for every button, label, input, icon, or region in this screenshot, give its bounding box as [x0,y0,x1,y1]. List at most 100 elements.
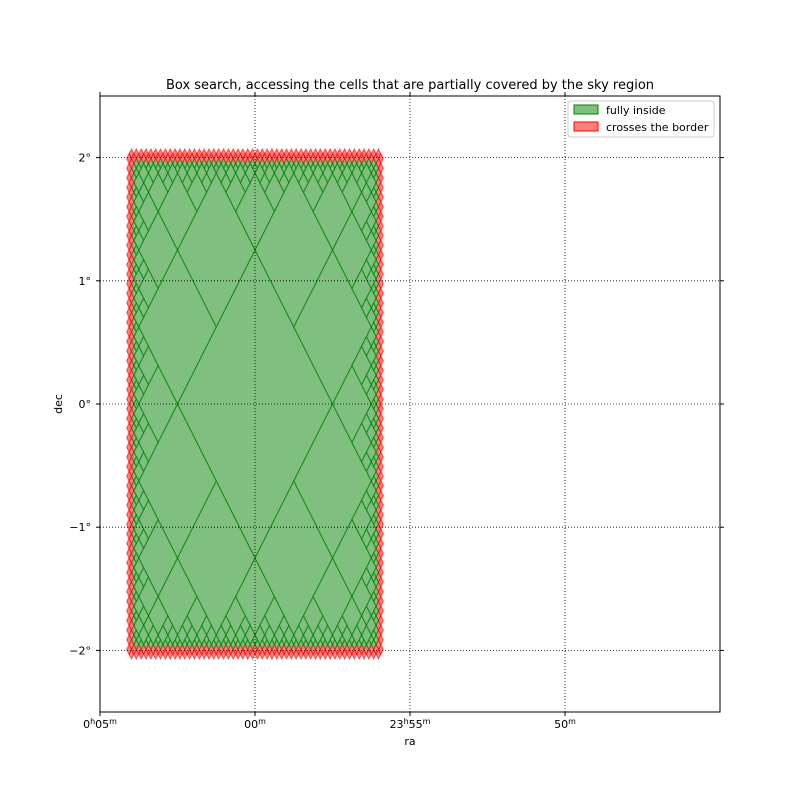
cell-fully-inside [203,633,210,646]
cell-fully-inside [193,162,200,175]
cell-fully-inside [339,162,346,175]
cell-fully-inside [222,162,229,175]
cell-crosses-border [271,643,278,656]
cell-crosses-border [126,431,133,444]
cell-crosses-border [377,624,384,637]
cell-crosses-border [377,441,384,454]
cell-crosses-border [126,518,133,531]
cell-fully-inside [365,537,377,560]
cell-crosses-border [290,152,297,165]
cell-crosses-border [126,470,133,483]
cell-crosses-border [126,239,133,252]
cell-fully-inside [312,556,353,637]
cell-crosses-border [377,239,384,252]
cell-fully-inside [145,633,152,646]
cell-crosses-border [377,518,384,531]
legend-frame [567,100,715,138]
cell-fully-inside [184,162,191,175]
cell-crosses-border [368,643,375,656]
legend-label-crosses-border: crosses the border [606,121,709,134]
y-tick-label: 1° [79,275,92,288]
x-tick-label: 0h05m [83,717,117,731]
cell-fully-inside [157,171,198,252]
cell-fully-inside [365,287,377,309]
cell-fully-inside [319,162,326,175]
chart-title: Box search, accessing the cells that are… [166,78,654,93]
cell-crosses-border [126,171,133,184]
cell-crosses-border [126,633,133,646]
cell-crosses-border [174,643,181,656]
cell-fully-inside [365,556,377,579]
cell-crosses-border [193,643,200,656]
cell-crosses-border [213,152,220,165]
cell-crosses-border [310,643,317,656]
cell-crosses-border [377,643,384,656]
cell-crosses-border [377,585,384,598]
cell-crosses-border [377,460,384,473]
cell-crosses-border [193,152,200,165]
cell-crosses-border [329,643,336,656]
cell-fully-inside [365,576,377,598]
cell-fully-inside [365,595,377,617]
cell-fully-inside [365,248,377,271]
ticks-layer: 2° 1° 0° −1° −2° 0h05m 00m 23h55m 50m [69,92,724,731]
cell-fully-inside [261,162,268,175]
cell-crosses-border [135,643,142,656]
cell-crosses-border [126,508,133,521]
cell-crosses-border [377,547,384,560]
cell-fully-inside [133,402,145,425]
cell-fully-inside [312,171,353,252]
cell-crosses-border [126,460,133,473]
cell-fully-inside [164,633,171,646]
cell-fully-inside [133,595,145,617]
cell-crosses-border [126,614,133,627]
cell-crosses-border [377,152,384,165]
cell-fully-inside [365,229,377,252]
cell-fully-inside [348,162,355,175]
cell-crosses-border [377,479,384,492]
cell-crosses-border [368,152,375,165]
cell-crosses-border [377,431,384,444]
cell-crosses-border [252,643,258,656]
cell-fully-inside [133,229,145,252]
cell-crosses-border [135,152,142,165]
cell-fully-inside [365,210,377,232]
cell-crosses-border [126,547,133,560]
y-tick-label: −2° [69,644,91,657]
cell-fully-inside [133,422,145,444]
cell-crosses-border [377,595,384,608]
cell-crosses-border [377,210,384,223]
cell-crosses-border [126,277,133,290]
cell-fully-inside [222,633,229,646]
cell-crosses-border [377,287,384,300]
x-axis-label: ra [404,735,415,748]
cell-crosses-border [310,152,317,165]
legend-swatch-crosses-border [573,121,599,132]
cell-fully-inside [203,162,210,175]
cell-crosses-border [377,277,384,290]
cell-fully-inside [174,162,181,175]
cell-fully-inside [145,162,152,175]
cell-fully-inside [193,633,200,646]
cell-fully-inside [300,633,307,646]
cell-crosses-border [271,152,278,165]
cell-fully-inside [271,162,278,175]
cell-crosses-border [126,393,133,406]
cell-fully-inside [133,345,145,367]
cell-fully-inside [329,633,336,646]
cell-crosses-border [377,402,384,415]
cell-crosses-border [126,441,133,454]
cell-crosses-border [126,181,133,194]
cell-fully-inside [242,162,249,175]
cell-crosses-border [377,633,384,646]
cell-fully-inside [133,576,145,598]
cell-crosses-border [126,624,133,637]
cell-crosses-border [126,643,133,656]
legend-swatch-fully-inside [573,104,599,115]
cell-crosses-border [348,643,355,656]
cell-crosses-border [126,325,133,338]
cell-fully-inside [232,162,239,175]
cell-fully-inside [365,383,377,406]
cell-crosses-border [377,162,384,175]
